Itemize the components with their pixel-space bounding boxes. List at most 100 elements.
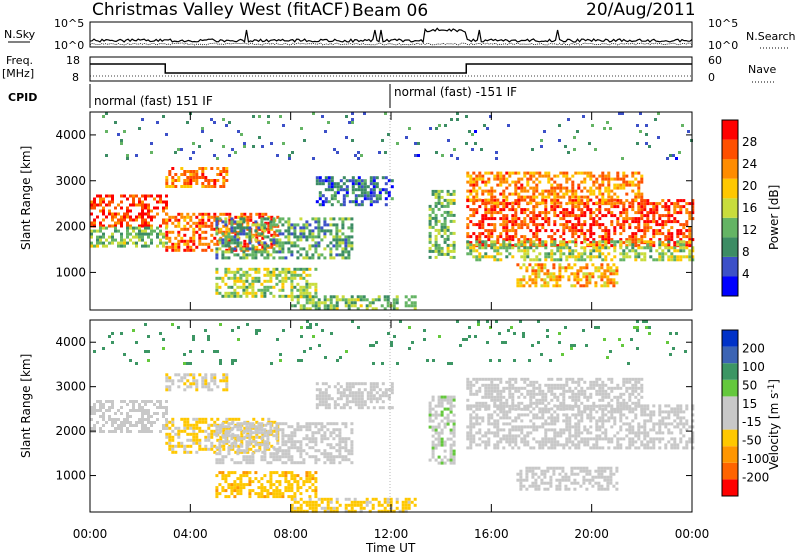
heatmap-cell — [192, 176, 196, 179]
heatmap-cell — [469, 419, 473, 423]
heatmap-cell — [305, 480, 309, 484]
heatmap-cell — [287, 223, 291, 227]
heatmap-cell — [523, 195, 527, 199]
heatmap-cell — [543, 130, 546, 133]
heatmap-cell — [99, 203, 102, 207]
heatmap-cell — [257, 443, 261, 447]
heatmap-cell — [308, 244, 312, 248]
heatmap-cell — [401, 506, 405, 510]
heatmap-cell — [670, 202, 674, 206]
heatmap-cell — [225, 124, 228, 127]
heatmap-cell — [120, 424, 123, 427]
heatmap-cell — [616, 240, 620, 244]
heatmap-cell — [678, 151, 681, 154]
heatmap-cell — [210, 444, 214, 448]
heatmap-cell — [522, 275, 526, 279]
heatmap-cell — [282, 142, 285, 145]
heatmap-cell — [213, 212, 217, 216]
heatmap-cell — [472, 198, 476, 202]
heatmap-cell — [275, 495, 279, 499]
heatmap-cell — [523, 437, 527, 441]
heatmap-cell — [248, 273, 252, 277]
heatmap-cell — [132, 406, 135, 409]
heatmap-cell — [395, 500, 399, 504]
heatmap-cell — [230, 486, 234, 490]
heatmap-cell — [156, 121, 159, 124]
heatmap-cell — [661, 243, 665, 247]
heatmap-cell — [585, 266, 589, 270]
heatmap-cell — [341, 232, 345, 236]
heatmap-cell — [556, 419, 560, 423]
heatmap-cell — [541, 201, 545, 205]
heatmap-cell — [478, 171, 482, 175]
heatmap-cell — [242, 282, 246, 286]
heatmap-cell — [201, 242, 205, 246]
heatmap-cell — [574, 171, 578, 175]
heatmap-cell — [531, 272, 535, 276]
heatmap-cell — [472, 180, 476, 184]
heatmap-cell — [648, 145, 651, 148]
heatmap-cell — [138, 200, 141, 204]
heatmap-cell — [329, 307, 333, 311]
heatmap-cell — [168, 173, 172, 176]
heatmap-cell — [215, 474, 219, 478]
heatmap-cell — [565, 241, 569, 245]
heatmap-cell — [207, 435, 211, 439]
heatmap-cell — [201, 224, 205, 228]
heatmap-cell — [637, 208, 641, 212]
heatmap-cell — [505, 232, 509, 236]
heatmap-cell — [487, 180, 491, 184]
heatmap-cell — [327, 121, 330, 124]
heatmap-cell — [213, 373, 217, 377]
heatmap-cell — [165, 179, 169, 182]
heatmap-cell — [287, 250, 291, 254]
heatmap-cell — [281, 276, 285, 280]
heatmap-cell — [251, 282, 255, 286]
heatmap-cell — [383, 307, 387, 311]
heatmap-cell — [428, 246, 432, 250]
heatmap-cell — [192, 179, 196, 182]
heatmap-cell — [350, 223, 354, 227]
heatmap-cell — [221, 474, 225, 478]
heatmap-cell — [233, 276, 237, 280]
heatmap-cell — [544, 189, 548, 193]
heatmap-cell — [466, 437, 470, 441]
heatmap-cell — [637, 223, 641, 227]
heatmap-cell — [266, 443, 270, 447]
heatmap-cell — [589, 258, 593, 262]
heatmap-cell — [387, 133, 390, 136]
heatmap-cell — [471, 148, 474, 151]
heatmap-cell — [360, 182, 364, 186]
heatmap-cell — [505, 223, 509, 227]
heatmap-cell — [189, 248, 193, 252]
heatmap-cell — [466, 446, 470, 450]
heatmap-cell — [165, 376, 169, 380]
heatmap-cell — [661, 258, 665, 262]
heatmap-cell — [252, 233, 256, 237]
heatmap-cell — [598, 416, 602, 420]
heatmap-cell — [502, 208, 506, 212]
heatmap-cell — [350, 217, 354, 221]
heatmap-cell — [201, 385, 205, 389]
heatmap-cell — [210, 388, 214, 392]
heatmap-cell — [523, 440, 527, 444]
heatmap-cell — [598, 183, 602, 187]
heatmap-cell — [613, 446, 617, 450]
heatmap-cell — [221, 241, 225, 245]
heatmap-cell — [357, 391, 361, 395]
heatmap-cell — [224, 250, 228, 254]
heatmap-cell — [553, 258, 557, 262]
heatmap-cell — [511, 171, 515, 175]
heatmap-cell — [255, 248, 259, 252]
heatmap-cell — [102, 406, 105, 409]
heatmap-cell — [233, 238, 237, 242]
heatmap-cell — [535, 201, 539, 205]
heatmap-cell — [174, 426, 178, 430]
heatmap-cell — [496, 443, 500, 447]
heatmap-cell — [469, 174, 473, 178]
heatmap-cell — [658, 255, 662, 259]
heatmap-cell — [242, 455, 246, 459]
heatmap-cell — [93, 244, 96, 248]
heatmap-cell — [204, 420, 208, 424]
heatmap-cell — [363, 382, 367, 386]
